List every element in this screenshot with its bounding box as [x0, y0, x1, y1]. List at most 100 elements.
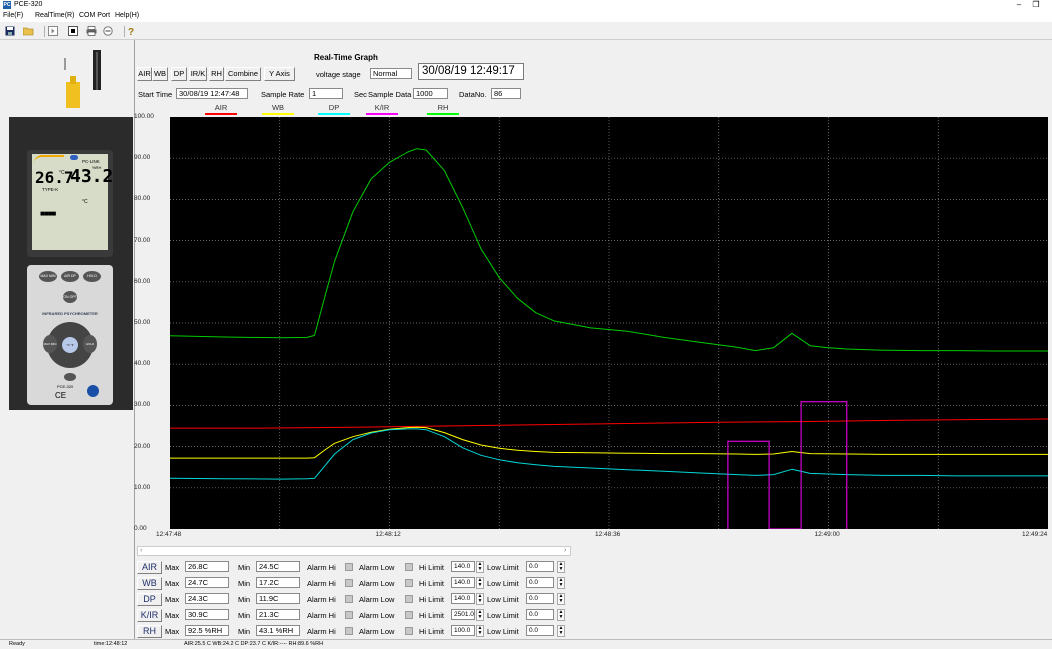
legend-swatch [427, 113, 459, 115]
stat-row-4-hi-limit-field[interactable]: 100.0 [451, 625, 475, 636]
y-axis-button[interactable]: Y Axis [264, 67, 295, 81]
stat-row-4-low-limit-label: Low Limit [487, 627, 519, 636]
lcd-logo [70, 155, 78, 160]
y-tick-label: 0.00 [134, 525, 147, 532]
device-pane: PC-LINK %RH 26.7 °C 43.2 TYPE-K °C ■■■■ … [0, 40, 135, 639]
scroll-left-icon[interactable]: ‹ [140, 547, 143, 554]
stat-row-2-alarm-low-checkbox[interactable] [405, 595, 413, 603]
stat-row-0-low-limit-field[interactable]: 0.0 [526, 561, 554, 572]
legend-label: RH [437, 103, 449, 112]
open-folder-icon[interactable] [21, 24, 35, 38]
scroll-right-icon[interactable]: › [564, 547, 567, 554]
toolbar: ? [0, 22, 1052, 40]
stat-row-2-alarm-hi-label: Alarm Hi [307, 595, 336, 604]
legend-item-k-ir: K/IR [366, 103, 398, 115]
voltage-stage-label: voltage stage [316, 70, 361, 79]
stat-row-1-alarm-hi-checkbox[interactable] [345, 579, 353, 587]
menu-realtime[interactable]: RealTime(R) [35, 12, 75, 19]
stat-row-2-alarm-hi-checkbox[interactable] [345, 595, 353, 603]
stat-row-1-hi-limit-field[interactable]: 140.0 [451, 577, 475, 588]
stat-row-3-low-limit-field[interactable]: 0.0 [526, 609, 554, 620]
channel-irk-button[interactable]: IR/K [189, 67, 207, 81]
stat-row-1-hi-limit-label: Hi Limit [419, 579, 445, 588]
svg-text:?: ? [128, 27, 134, 37]
channel-wb-button[interactable]: WB [152, 67, 168, 81]
stat-row-0-alarm-hi-checkbox[interactable] [345, 563, 353, 571]
stat-row-3-alarm-low-checkbox[interactable] [405, 611, 413, 619]
channel-air-button[interactable]: AIR [137, 67, 152, 81]
y-tick-label: 80.00 [134, 195, 151, 203]
stat-row-1-channel-button[interactable]: WB [137, 577, 162, 590]
voltage-stage-field: Normal [370, 68, 412, 79]
stat-row-3-hi-limit-field[interactable]: 2501.0 [451, 609, 475, 620]
stat-row-4-hi-limit-spinner[interactable]: ▲ ▼ [476, 625, 484, 637]
stat-row-2-hi-limit-spinner[interactable]: ▲ ▼ [476, 593, 484, 605]
y-tick-label: 60.00 [134, 277, 151, 285]
stat-row-1-low-limit-field[interactable]: 0.0 [526, 577, 554, 588]
x-tick-label: 12:47:48 [156, 531, 182, 538]
stat-row-0-alarm-low-checkbox[interactable] [405, 563, 413, 571]
app-icon: PC [3, 1, 11, 9]
minimize-button[interactable]: – [1016, 0, 1022, 9]
stat-row-1-alarm-low-checkbox[interactable] [405, 579, 413, 587]
lcd-probe-type: TYPE-K [42, 187, 59, 192]
menu-help[interactable]: Help(H) [115, 12, 140, 19]
separator [117, 24, 131, 38]
stat-row-0-low-limit-label: Low Limit [487, 563, 519, 572]
y-tick-label: 10.00 [134, 483, 151, 491]
stat-row-1-low-limit-label: Low Limit [487, 579, 519, 588]
legend-item-dp: DP [318, 103, 350, 115]
horizontal-scrollbar[interactable]: ‹ › [137, 546, 571, 556]
device-model: PCE-320 [57, 384, 74, 389]
stat-row-3-alarm-hi-label: Alarm Hi [307, 611, 336, 620]
x-tick-label: 12:49:00 [814, 531, 840, 538]
key-onoff: ON OFF [63, 291, 77, 303]
legend-swatch [205, 113, 237, 115]
stat-row-4-low-limit-field[interactable]: 0.0 [526, 625, 554, 636]
y-tick-label: 100.00 [134, 113, 154, 120]
stat-row-3-low-limit-spinner[interactable]: ▲ ▼ [557, 609, 565, 621]
stat-row-3-min-field: 21.3C [256, 609, 300, 620]
stat-row-4-alarm-hi-checkbox[interactable] [345, 627, 353, 635]
channel-rh-button[interactable]: RH [209, 67, 224, 81]
channel-dp-button[interactable]: DP [171, 67, 187, 81]
stat-row-0-hi-limit-spinner[interactable]: ▲ ▼ [476, 561, 484, 573]
disconnect-icon[interactable] [101, 24, 115, 38]
stat-row-3-hi-limit-spinner[interactable]: ▲ ▼ [476, 609, 484, 621]
stat-row-2-low-limit-spinner[interactable]: ▲ ▼ [557, 593, 565, 605]
stat-row-2-channel-button[interactable]: DP [137, 593, 162, 606]
stat-row-4-low-limit-spinner[interactable]: ▲ ▼ [557, 625, 565, 637]
chart-legend: AIR WB DP K/IR RH [170, 103, 570, 117]
sample-data-label: Sample Data [368, 90, 412, 99]
stat-row-3-channel-button[interactable]: K/IR [137, 609, 162, 622]
stat-row-0-channel-button[interactable]: AIR [137, 561, 162, 574]
stat-row-0-min-label: Min [238, 563, 251, 572]
stop-icon[interactable] [66, 24, 80, 38]
stat-row-1-low-limit-spinner[interactable]: ▲ ▼ [557, 577, 565, 589]
combine-button[interactable]: Combine [225, 67, 261, 81]
print-icon[interactable] [84, 24, 98, 38]
stat-row-4-min-label: Min [238, 627, 251, 636]
stat-row-3-alarm-hi-checkbox[interactable] [345, 611, 353, 619]
restore-button[interactable]: ❐ [1032, 0, 1040, 9]
menu-file[interactable]: File(F) [3, 12, 24, 19]
stat-row-1-hi-limit-spinner[interactable]: ▲ ▼ [476, 577, 484, 589]
stat-row-4-min-field: 43.1 %RH [256, 625, 300, 636]
save-icon[interactable] [3, 24, 17, 38]
stat-row-2-low-limit-field[interactable]: 0.0 [526, 593, 554, 604]
series-line-rh [169, 148, 1048, 352]
status-readings: AIR:25.5 C WB:24.2 C DP:23.7 C K/IR:----… [184, 641, 324, 647]
play-icon[interactable] [46, 24, 60, 38]
key-maxmin-2: MAX MIN [43, 335, 57, 353]
stat-row-3-low-limit-label: Low Limit [487, 611, 519, 620]
stat-row-0-hi-limit-field[interactable]: 140.0 [451, 561, 475, 572]
key-ir-dp: ΔIR DP [61, 271, 79, 282]
sample-data-field[interactable]: 1000 [413, 88, 448, 99]
help-icon[interactable]: ? [124, 24, 138, 38]
stat-row-4-channel-button[interactable]: RH [137, 625, 162, 638]
stat-row-0-low-limit-spinner[interactable]: ▲ ▼ [557, 561, 565, 573]
menu-com-port[interactable]: COM Port [79, 12, 111, 19]
stat-row-2-hi-limit-field[interactable]: 140.0 [451, 593, 475, 604]
stat-row-4-alarm-low-checkbox[interactable] [405, 627, 413, 635]
sample-rate-field[interactable]: 1 [309, 88, 343, 99]
